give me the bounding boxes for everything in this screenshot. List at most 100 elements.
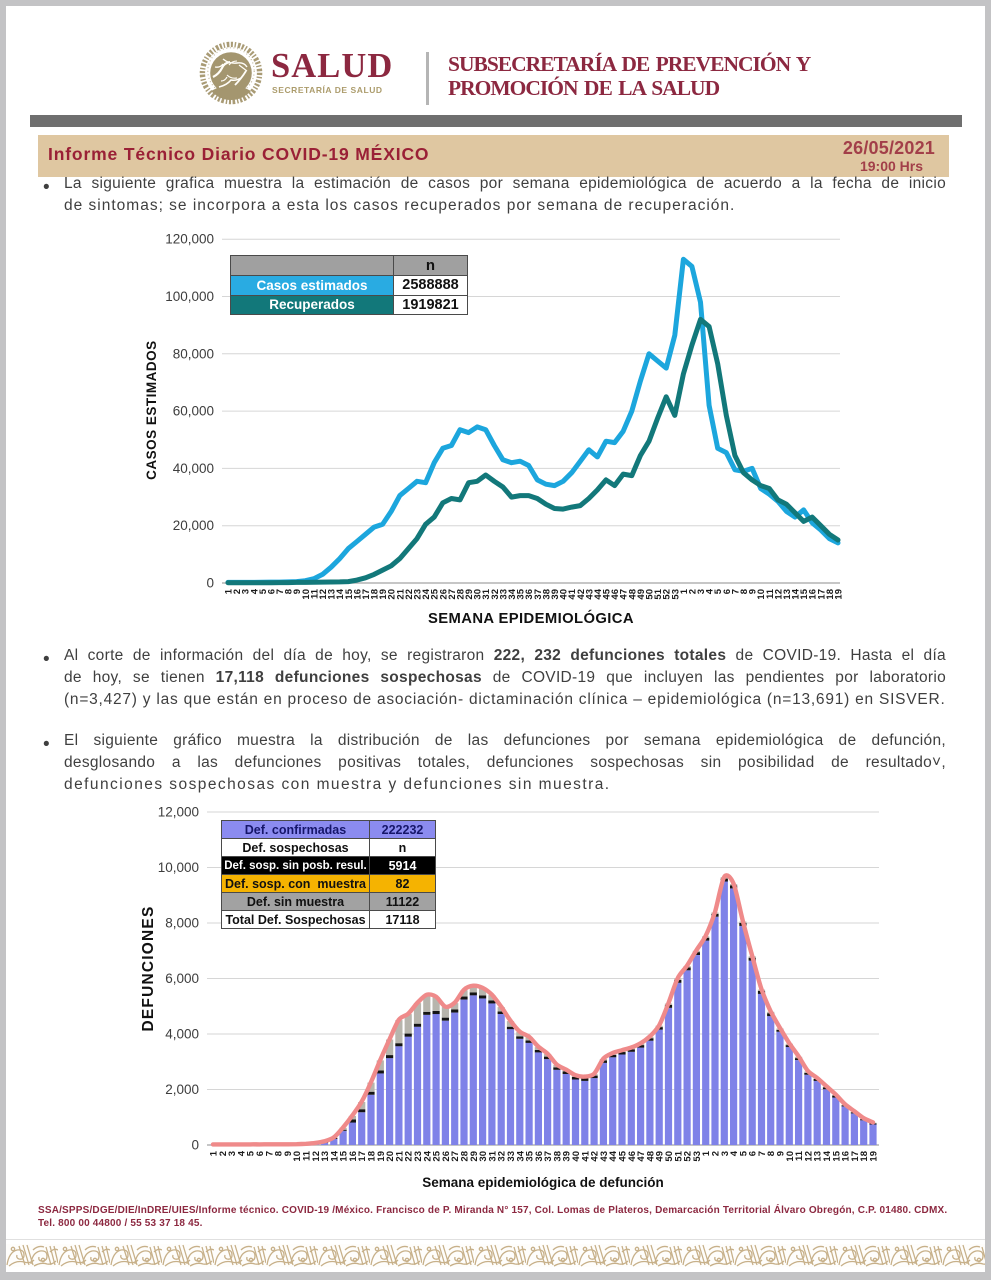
svg-text:48: 48 xyxy=(645,1151,656,1162)
svg-text:49: 49 xyxy=(655,1151,666,1162)
svg-text:12: 12 xyxy=(311,1151,322,1162)
svg-text:15: 15 xyxy=(339,1150,350,1161)
svg-text:11: 11 xyxy=(794,1150,805,1161)
svg-text:19: 19 xyxy=(869,1151,880,1162)
svg-text:13: 13 xyxy=(782,589,793,600)
svg-text:13: 13 xyxy=(320,1151,331,1162)
svg-text:53: 53 xyxy=(670,589,681,600)
svg-text:4: 4 xyxy=(249,588,260,594)
svg-text:5: 5 xyxy=(713,588,724,594)
svg-text:2: 2 xyxy=(687,589,698,594)
svg-text:1: 1 xyxy=(679,588,690,594)
svg-text:44: 44 xyxy=(608,1150,619,1161)
svg-text:16: 16 xyxy=(352,589,363,600)
svg-text:60,000: 60,000 xyxy=(173,404,214,419)
svg-text:9: 9 xyxy=(776,1151,787,1156)
svg-text:38: 38 xyxy=(552,1151,563,1162)
svg-text:16: 16 xyxy=(348,1151,359,1162)
svg-text:8: 8 xyxy=(739,589,750,594)
svg-text:12: 12 xyxy=(803,1151,814,1162)
svg-text:41: 41 xyxy=(567,588,578,599)
svg-text:39: 39 xyxy=(562,1151,573,1162)
svg-text:52: 52 xyxy=(662,589,673,600)
svg-text:16: 16 xyxy=(808,589,819,600)
svg-text:10: 10 xyxy=(292,1151,303,1162)
svg-text:8: 8 xyxy=(284,589,295,594)
svg-text:45: 45 xyxy=(618,1150,629,1161)
svg-text:26: 26 xyxy=(441,1151,452,1162)
svg-text:52: 52 xyxy=(683,1151,694,1162)
svg-text:19: 19 xyxy=(834,589,845,600)
svg-text:34: 34 xyxy=(515,1150,526,1161)
svg-text:31: 31 xyxy=(487,1150,498,1161)
svg-text:14: 14 xyxy=(335,588,346,599)
svg-text:8: 8 xyxy=(274,1151,285,1156)
svg-text:11: 11 xyxy=(302,1150,313,1161)
svg-text:5: 5 xyxy=(738,1150,749,1156)
svg-text:47: 47 xyxy=(619,589,630,600)
svg-text:14: 14 xyxy=(791,588,802,599)
svg-text:53: 53 xyxy=(692,1151,703,1162)
svg-text:6: 6 xyxy=(748,1151,759,1156)
svg-text:19: 19 xyxy=(376,1151,387,1162)
svg-text:4: 4 xyxy=(236,1150,247,1156)
svg-text:15: 15 xyxy=(344,588,355,599)
svg-text:12,000: 12,000 xyxy=(158,805,199,820)
svg-text:35: 35 xyxy=(516,588,527,599)
svg-text:2: 2 xyxy=(218,1151,229,1156)
svg-text:18: 18 xyxy=(367,1151,378,1162)
svg-text:33: 33 xyxy=(498,589,509,600)
svg-text:29: 29 xyxy=(464,589,475,600)
svg-text:6: 6 xyxy=(722,589,733,594)
svg-text:25: 25 xyxy=(430,588,441,599)
svg-text:13: 13 xyxy=(813,1151,824,1162)
svg-text:37: 37 xyxy=(543,1151,554,1162)
svg-text:22: 22 xyxy=(404,589,415,600)
svg-text:4,000: 4,000 xyxy=(165,1027,199,1042)
svg-text:6: 6 xyxy=(267,589,278,594)
svg-text:32: 32 xyxy=(497,1151,508,1162)
svg-text:3: 3 xyxy=(227,1151,238,1156)
svg-text:42: 42 xyxy=(576,589,587,600)
svg-text:51: 51 xyxy=(653,588,664,599)
svg-text:23: 23 xyxy=(413,589,424,600)
svg-text:7: 7 xyxy=(730,589,741,594)
svg-text:28: 28 xyxy=(456,589,467,600)
svg-text:DEFUNCIONES: DEFUNCIONES xyxy=(140,905,157,1031)
svg-text:21: 21 xyxy=(394,1150,405,1161)
svg-text:10: 10 xyxy=(301,589,312,600)
svg-text:25: 25 xyxy=(432,1150,443,1161)
svg-text:4: 4 xyxy=(729,1150,740,1156)
svg-text:2: 2 xyxy=(232,589,243,594)
svg-text:39: 39 xyxy=(550,589,561,600)
svg-text:50: 50 xyxy=(645,589,656,600)
svg-text:32: 32 xyxy=(490,589,501,600)
svg-text:6,000: 6,000 xyxy=(165,971,199,986)
svg-text:5: 5 xyxy=(258,588,269,594)
svg-text:80,000: 80,000 xyxy=(173,346,214,361)
svg-text:11: 11 xyxy=(765,588,776,599)
svg-text:29: 29 xyxy=(469,1151,480,1162)
svg-text:48: 48 xyxy=(627,589,638,600)
svg-text:4: 4 xyxy=(705,588,716,594)
svg-text:24: 24 xyxy=(421,588,432,599)
svg-text:14: 14 xyxy=(822,1150,833,1161)
svg-text:31: 31 xyxy=(481,588,492,599)
svg-text:1: 1 xyxy=(209,1150,220,1156)
svg-text:28: 28 xyxy=(460,1151,471,1162)
svg-text:47: 47 xyxy=(636,1151,647,1162)
svg-text:0: 0 xyxy=(206,576,214,591)
svg-text:22: 22 xyxy=(404,1151,415,1162)
svg-text:17: 17 xyxy=(361,589,372,600)
svg-text:18: 18 xyxy=(859,1151,870,1162)
svg-text:17: 17 xyxy=(850,1151,861,1162)
svg-text:12: 12 xyxy=(318,589,329,600)
svg-text:40: 40 xyxy=(559,589,570,600)
svg-text:40: 40 xyxy=(571,1151,582,1162)
svg-text:14: 14 xyxy=(329,1150,340,1161)
svg-text:3: 3 xyxy=(720,1151,731,1156)
svg-text:24: 24 xyxy=(422,1150,433,1161)
svg-text:SEMANA EPIDEMIOLÓGICA: SEMANA EPIDEMIOLÓGICA xyxy=(428,609,634,627)
svg-text:15: 15 xyxy=(831,1150,842,1161)
svg-text:27: 27 xyxy=(447,589,458,600)
